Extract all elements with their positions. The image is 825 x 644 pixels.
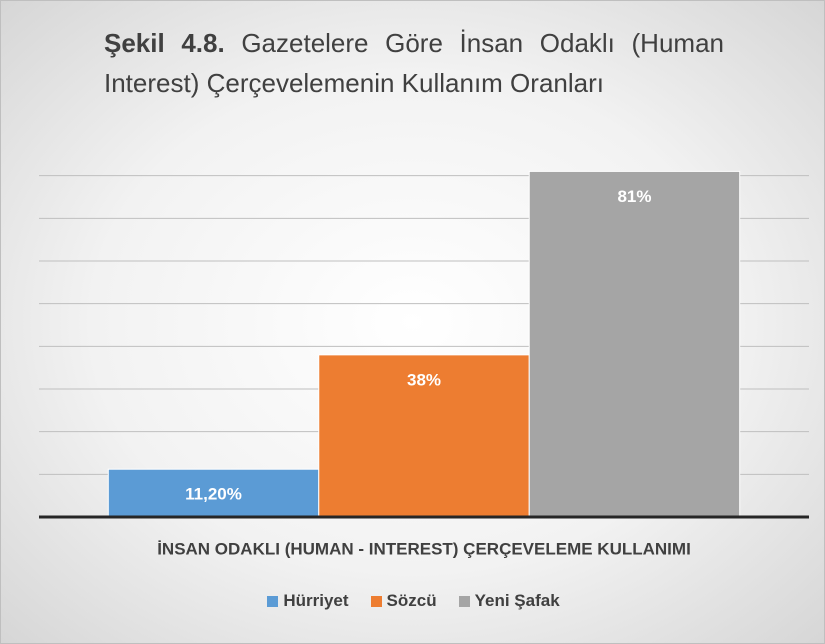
legend-item: Yeni Şafak: [458, 591, 560, 611]
title-text: Gazetelere Göre İnsan Odaklı (Human Inte…: [104, 28, 724, 98]
data-label: 81%: [617, 187, 651, 206]
data-label: 38%: [407, 370, 441, 389]
title-label: Şekil 4.8.: [104, 28, 225, 58]
legend-item: Hürriyet: [267, 591, 349, 611]
data-label: 11,20%: [185, 485, 242, 504]
bar: [107, 468, 320, 518]
legend-item: Sözcü: [370, 591, 437, 611]
x-tick-label: İNSAN ODAKLI (HUMAN - INTEREST) ÇERÇEVEL…: [157, 539, 691, 558]
legend-label: Hürriyet: [283, 591, 349, 610]
legend-swatch: [458, 595, 470, 607]
legend: Hürriyet Sözcü Yeni Şafak: [1, 591, 824, 611]
bar: [528, 170, 741, 518]
bar: [318, 354, 530, 518]
legend-swatch: [267, 595, 279, 607]
legend-label: Sözcü: [386, 591, 437, 610]
legend-label: Yeni Şafak: [474, 591, 560, 610]
chart-title: Şekil 4.8. Gazetelere Göre İnsan Odaklı …: [104, 23, 724, 103]
legend-swatch: [370, 595, 382, 607]
